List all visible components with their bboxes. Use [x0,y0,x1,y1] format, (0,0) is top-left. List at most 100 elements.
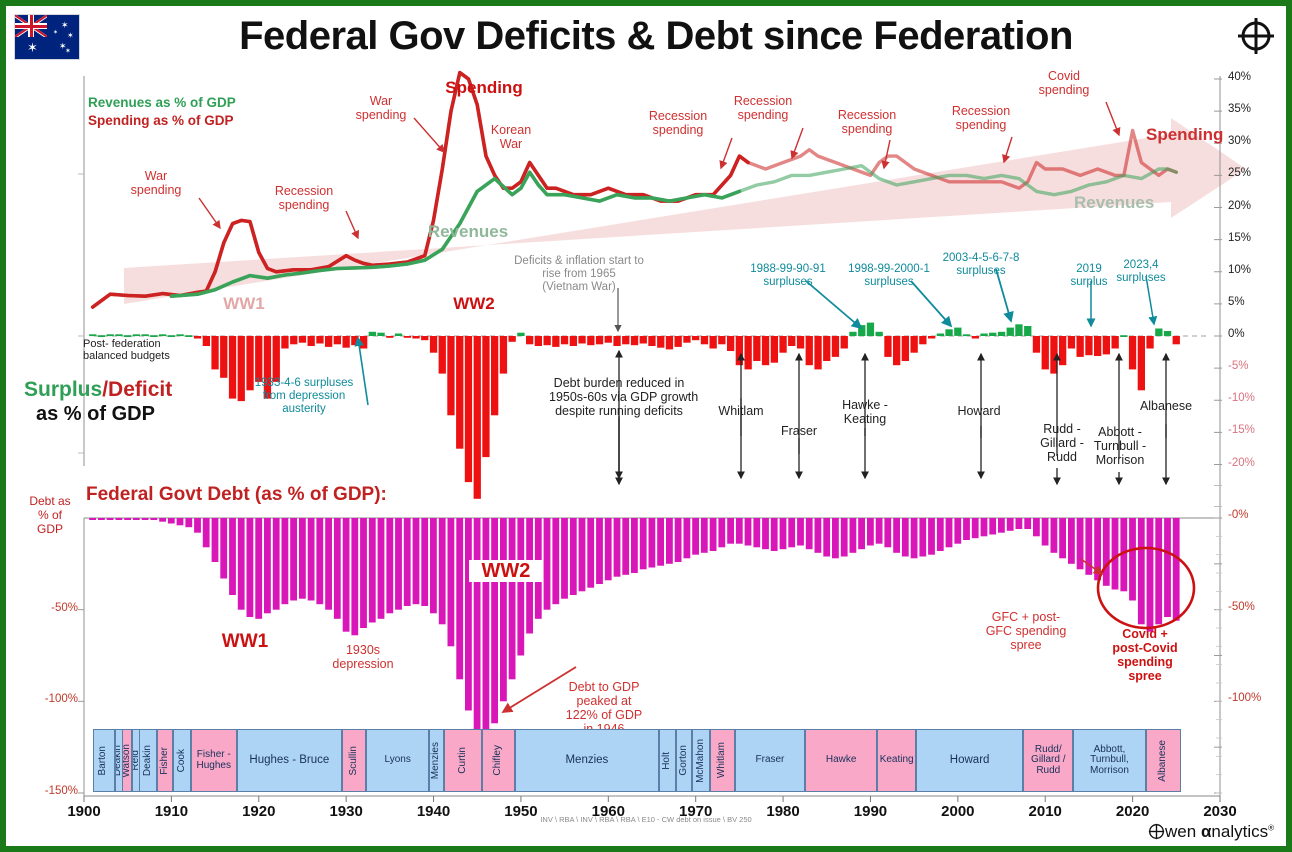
pm-block-cook[interactable]: Cook [173,729,191,792]
covid-highlight-ellipse [1096,546,1196,630]
pm-block-howard[interactable]: Howard [915,729,1024,792]
debt-axis-label: Debt as % of GDP [29,494,71,536]
surplus-deficit-bar [141,334,149,337]
pm-block-fraser[interactable]: Fraser [735,729,805,792]
surplus-deficit-bar [403,336,411,338]
debt-bar [561,518,568,599]
pm-block-hughes-bruce[interactable]: Hughes - Bruce [236,729,342,792]
x-tick-2030: 2030 [1203,803,1237,820]
pm-label: Howard [949,754,990,767]
annotation-arrow [910,280,953,328]
annotation-arrow [719,137,733,170]
pm-block-deakin[interactable]: Deakin [139,729,157,792]
annotation-depression-1930s: 1930s depression [332,643,394,671]
debt-bar [700,518,708,553]
debt-bar [963,518,970,540]
surplus-deficit-bar [962,334,971,337]
pm-block-curtin[interactable]: Curtin [444,729,482,792]
pm-block-gorton[interactable]: Gorton [676,729,693,792]
debt-bar [753,518,761,548]
debt-bar [325,518,332,610]
surplus-deficit-bar [945,329,953,336]
pm-block-abbott-turnbull-morrison[interactable]: Abbott, Turnbull, Morrison [1073,729,1146,792]
pm-label: Menzies [430,741,442,780]
debt-bar [945,518,953,548]
debt-bar [220,518,228,579]
pm-block-menzies[interactable]: Menzies [514,729,659,792]
x-tick-1940: 1940 [416,803,451,820]
pm-block-albanese[interactable]: Albanese [1145,729,1181,792]
surplus-deficit-bar [692,336,700,341]
pm-block-watson[interactable]: Watson [121,729,133,792]
annotation-arrow [1105,101,1121,137]
annotation-arrow [354,336,369,406]
series-line-emph [169,170,742,298]
debt-bar [508,518,516,680]
brand-reg: ® [1268,823,1274,833]
surplus-deficit-bar [1172,336,1180,345]
debt-bar [543,518,551,610]
pm-block-holt[interactable]: Holt [658,729,677,792]
surplus-deficit-bar [919,336,927,345]
pm-block-scullin[interactable]: Scullin [341,729,367,792]
surplus-deficit-bar [569,336,577,346]
pm-label: Keating [879,754,914,766]
surplus-deficit-bar [910,336,918,353]
debt-bar [928,518,935,555]
annotation-pm-albanese: Albanese [1139,399,1193,413]
annotation-covid-spending: Covid spending [1038,69,1090,97]
surplus-deficit-bar [1032,336,1041,353]
pm-block-barton[interactable]: Barton [92,729,115,792]
annotation-pm-hawke-keating: Hawke - Keating [842,398,888,426]
pm-block-keating[interactable]: Keating [877,729,916,792]
annotation-surpluses-1988: 1988-99-90-91 surpluses [750,263,826,288]
annotation-gfc-spree: GFC + post- GFC spending spree [985,610,1067,652]
surplus-deficit-bar [246,336,254,391]
debt-bar [1172,518,1180,621]
pm-block-mcmahon[interactable]: McMahon [692,729,710,792]
surplus-deficit-bar [1059,336,1067,366]
annotation-pm-fraser: Fraser [780,424,818,438]
x-tick-1990: 1990 [853,803,888,820]
right-tick-10%: 10% [1228,263,1252,276]
surplus-deficit-bar [159,334,167,337]
pm-label: Deakin [141,744,153,777]
pm-label: Abbott, Turnbull, Morrison [1089,743,1129,776]
pm-block-fisher[interactable]: Fisher [156,729,174,792]
surplus-deficit-bar [604,336,612,343]
debt-bar [666,518,673,564]
surplus-deficit-bar [508,336,516,342]
debt-bar [1006,518,1014,531]
surplus-deficit-bar [954,327,962,336]
debt-bar [823,518,831,557]
debt-bar [299,518,306,599]
pm-label: Scullin [347,745,359,776]
pm-label: Rudd/ Gillard / Rudd [1031,743,1066,776]
pm-label: Curtin [456,747,468,774]
pm-label: Whitlam [716,742,728,779]
pm-block-fisher-hughes[interactable]: Fisher - Hughes [190,729,237,792]
series-label-spending-right: Spending [1146,125,1224,144]
surplus-deficit-bar [412,336,420,339]
surplus-deficit-bar [622,336,630,345]
pm-label: Fraser [755,754,785,766]
debt-bar [936,518,944,551]
surplus-deficit-bar [167,335,175,337]
debt-right-tick--50%: -50% [1228,600,1255,613]
surplus-deficit-bar [316,336,324,344]
debt-bar [517,518,525,656]
pm-label: McMahon [694,738,706,783]
pm-block-rudd-gillard-rudd[interactable]: Rudd/ Gillard / Rudd [1023,729,1074,792]
pm-block-lyons[interactable]: Lyons [366,729,430,792]
surplus-deficit-bar [97,335,106,337]
surplus-deficit-bar [1128,336,1137,370]
pm-block-whitlam[interactable]: Whitlam [709,729,735,792]
right-tick-30%: 30% [1228,135,1252,148]
surplus-deficit-bar [648,336,656,346]
debt-bar [762,518,769,550]
debt-bar [867,518,874,546]
pm-block-hawke[interactable]: Hawke [804,729,878,792]
debt-bar [840,518,848,557]
pm-block-menzies[interactable]: Menzies [429,729,444,792]
pm-block-chifley[interactable]: Chifley [481,729,515,792]
